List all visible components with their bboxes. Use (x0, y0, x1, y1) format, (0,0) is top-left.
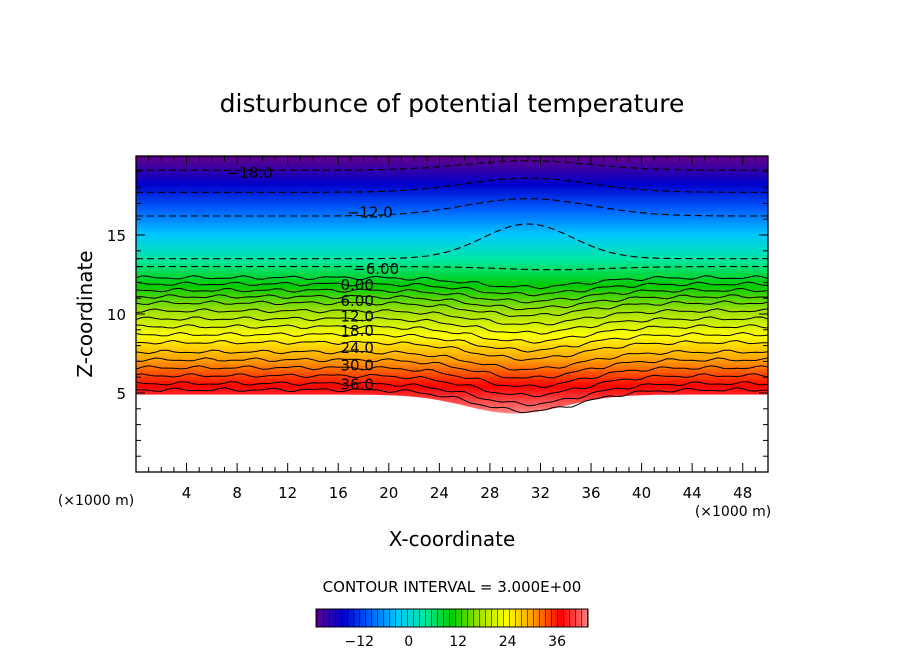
plot-area: −18.0 −12.0 −6.000.006.0012.018.024.030.03… (136, 156, 768, 472)
contour-label: 30.0 (340, 357, 373, 375)
contour-line (136, 281, 768, 297)
contour-line (136, 365, 768, 388)
contour-label: 36.0 (340, 376, 373, 394)
colorbar-steps (316, 609, 588, 627)
colorbar-tick-label: 36 (548, 634, 566, 650)
x-unit-label: (×1000 m) (695, 504, 771, 520)
contour-interval-text: CONTOUR INTERVAL = 3.000E+00 (323, 578, 582, 596)
contour-line (136, 373, 768, 398)
colorbar-tick-label: −12 (344, 634, 374, 650)
x-tick-label: 8 (232, 484, 242, 502)
contour-label: 6.00 (340, 292, 373, 310)
x-tick-label: 28 (480, 484, 499, 502)
y-axis-label: Z-coordinate (73, 250, 97, 377)
y-tick-label: 5 (116, 385, 126, 403)
x-tick-label: 36 (581, 484, 600, 502)
contour-line (136, 275, 768, 290)
x-tick-label: 40 (632, 484, 651, 502)
contour-line (136, 294, 768, 311)
contour-label: −12.0 (347, 203, 393, 221)
contour-line (136, 349, 768, 371)
contour-line (136, 266, 768, 271)
contour-line (136, 324, 768, 344)
contour-line (136, 308, 768, 326)
x-axis-label: X-coordinate (389, 527, 516, 551)
contour-line (136, 339, 768, 362)
colorbar-tick-label: 12 (449, 634, 467, 650)
temperature-field-fill (136, 156, 768, 414)
x-tick-label: 20 (379, 484, 398, 502)
contour-line (136, 381, 768, 407)
x-tick-label: 32 (531, 484, 550, 502)
contour-label: 18.0 (340, 322, 373, 340)
contour-line (136, 160, 768, 171)
x-tick-label: 12 (278, 484, 297, 502)
contour-line (136, 316, 768, 335)
colorbar-tick-label: 24 (499, 634, 517, 650)
contour-line (136, 331, 768, 353)
contour-label: 12.0 (340, 308, 373, 326)
contour-label: −6.00 (353, 260, 399, 278)
contour-line (136, 223, 768, 260)
contour-line (136, 198, 768, 217)
contour-line (136, 287, 768, 304)
contour-line (136, 177, 768, 193)
chart-title: disturbunce of potential temperature (220, 89, 685, 118)
y-unit-label: (×1000 m) (58, 493, 134, 509)
x-tick-label: 16 (329, 484, 348, 502)
contour-label: 0.00 (340, 276, 373, 294)
contour-line (136, 387, 768, 414)
colorbar-ticks: −12 0 12 24 36 (344, 634, 566, 650)
colorbar: −12 0 12 24 36 (315, 608, 589, 650)
x-tick-label: 48 (733, 484, 752, 502)
y-tick-label: 10 (107, 306, 126, 324)
colorbar-tick-label: 0 (404, 634, 413, 650)
contour-lines (136, 160, 768, 414)
colorbar-frame (315, 608, 589, 628)
contour-labels: −18.0 −12.0 −6.000.006.0012.018.024.030.03… (227, 164, 399, 394)
x-tick-label: 24 (430, 484, 449, 502)
contour-line (136, 300, 768, 317)
x-tick-label: 4 (182, 484, 192, 502)
contour-label: −18.0 (227, 164, 273, 182)
contour-line (136, 357, 768, 379)
x-tick-label: 44 (683, 484, 702, 502)
contour-label: 24.0 (340, 339, 373, 357)
y-tick-label: 15 (107, 227, 126, 245)
